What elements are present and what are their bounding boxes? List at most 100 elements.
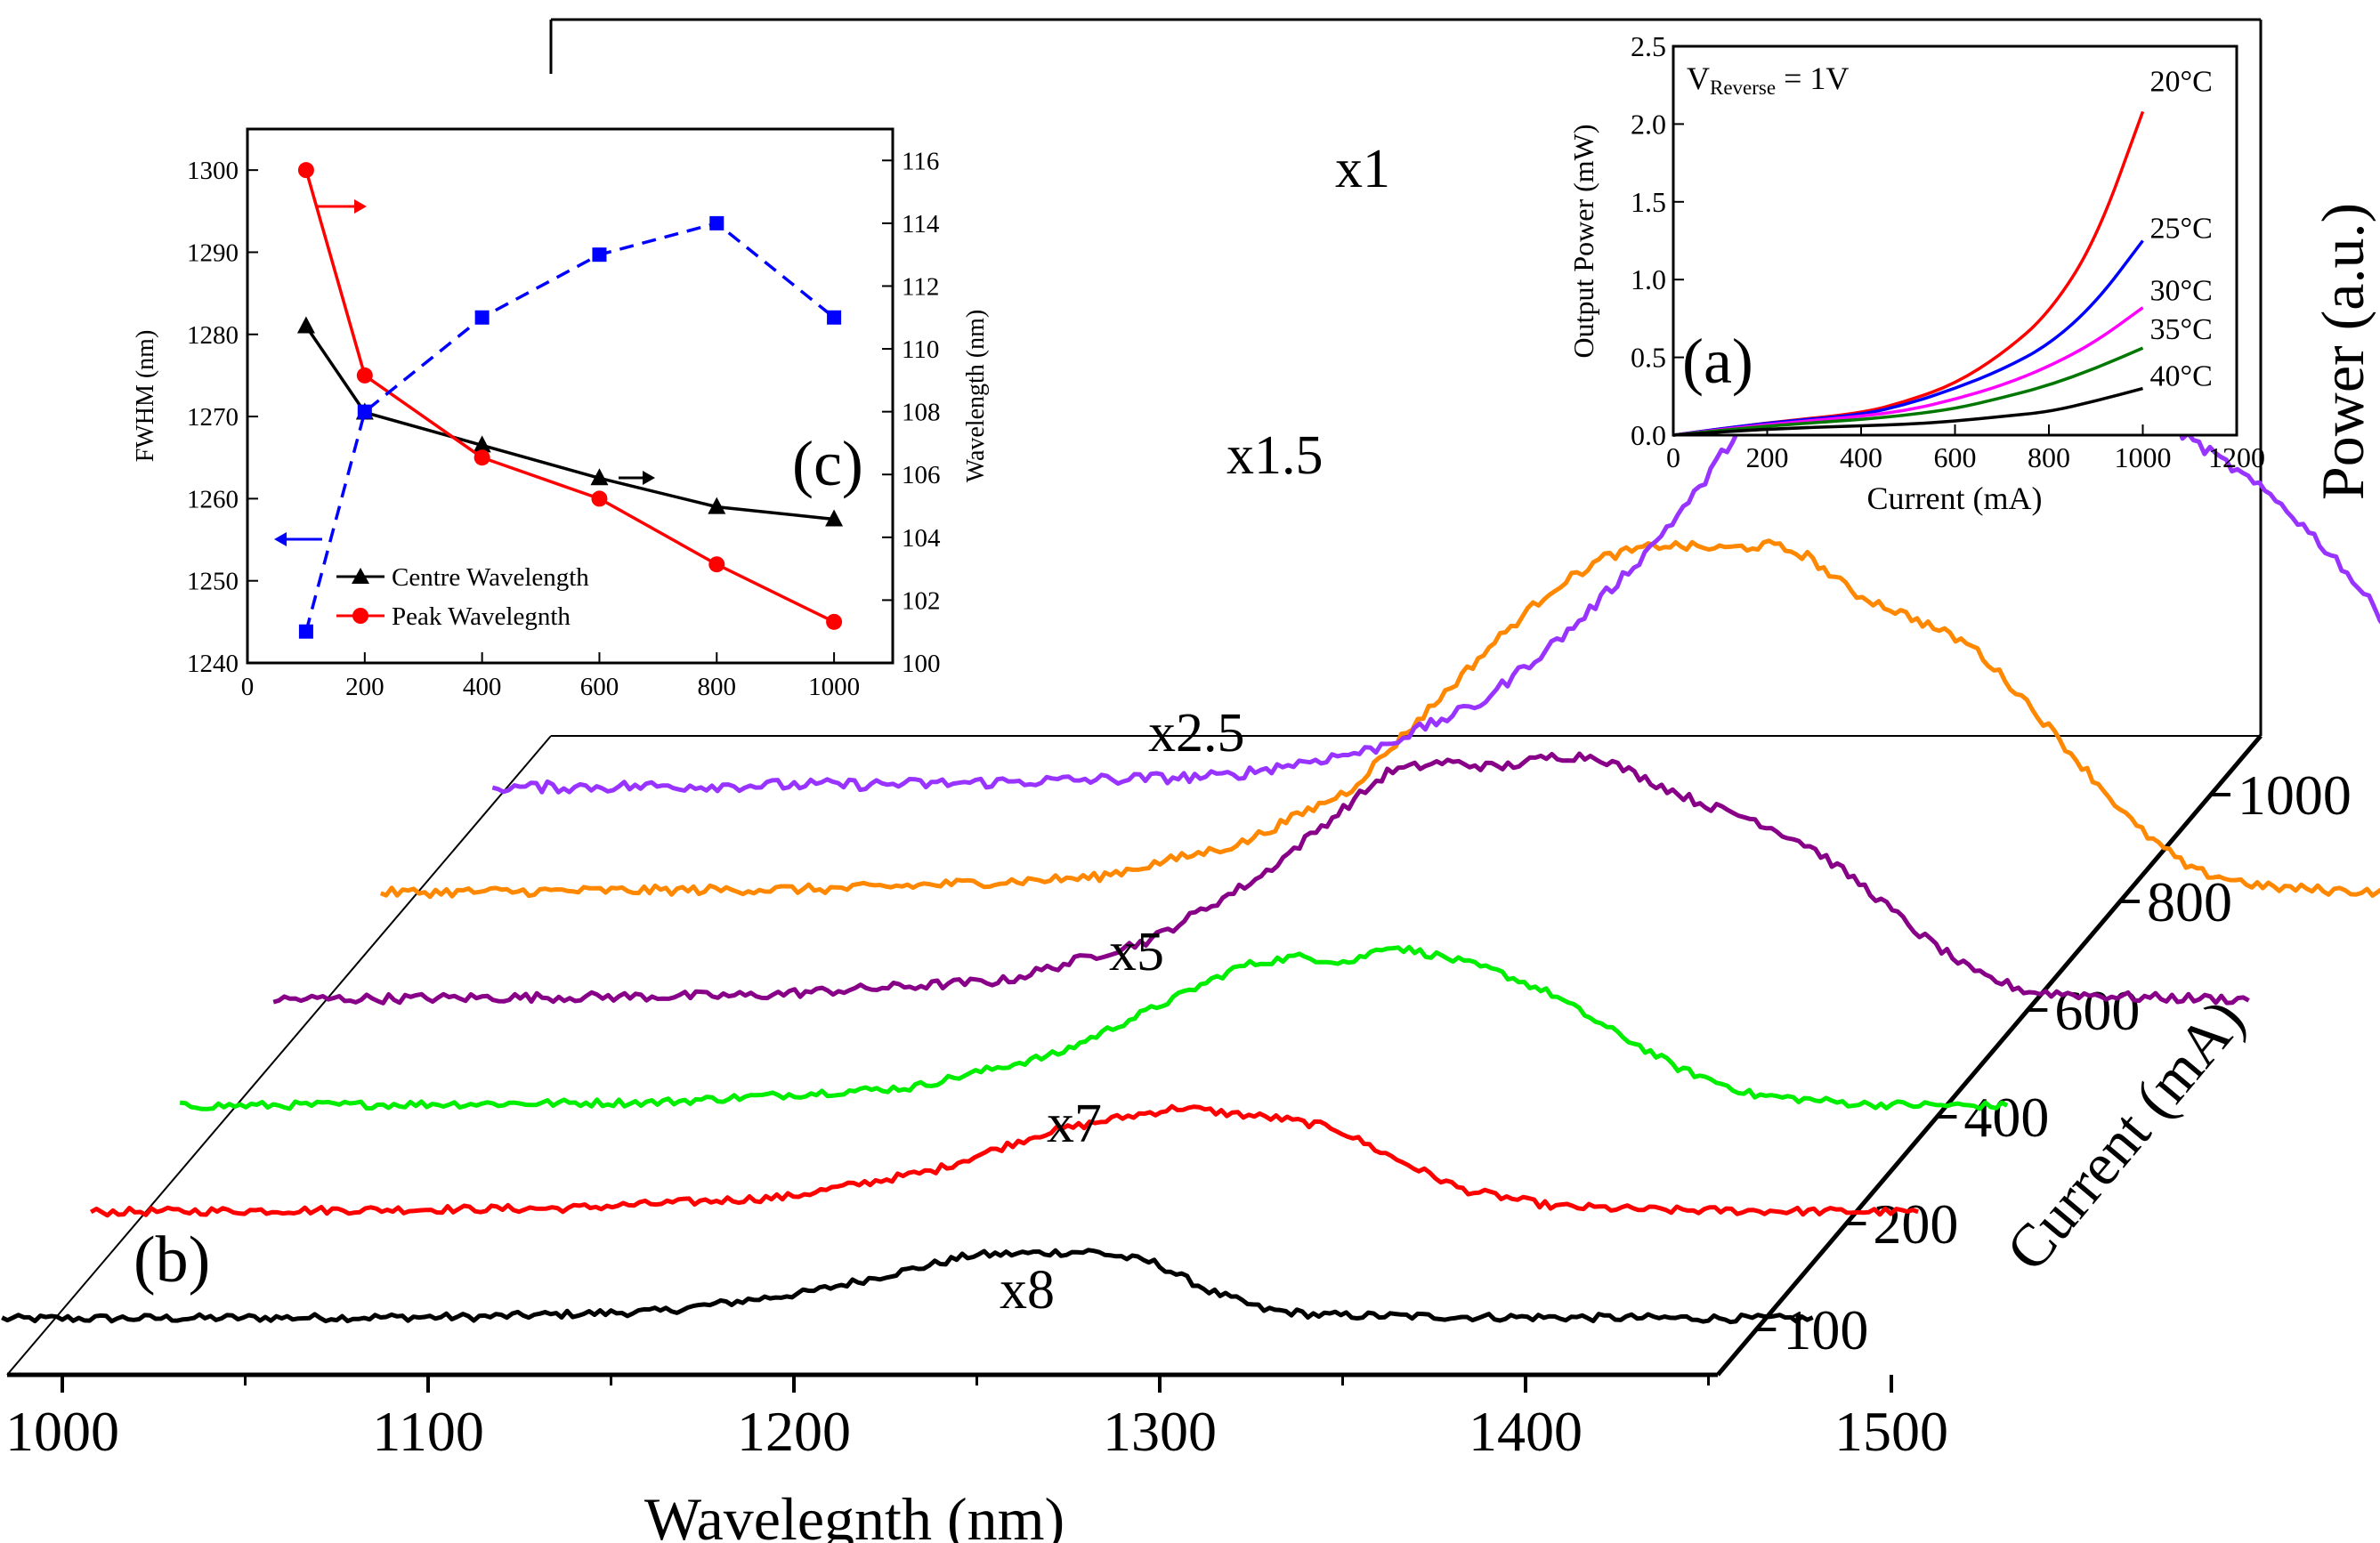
y-tick-label: 1280 xyxy=(187,321,239,350)
panel-label-c: (c) xyxy=(792,428,863,499)
panel-c-ylabel: FWHM (nm) xyxy=(132,330,159,463)
data-marker xyxy=(473,435,491,453)
panel-a-series xyxy=(1672,110,2145,437)
series-line xyxy=(304,325,835,521)
data-marker xyxy=(298,624,313,639)
arrow-head xyxy=(274,532,287,546)
wavelength-axis-ticks: 1000 1100 1200 1300 1400 1500 xyxy=(5,1375,1948,1463)
series-line xyxy=(1672,386,2143,437)
x-tick-label: 800 xyxy=(2028,441,2070,473)
axis-pointer-arrows xyxy=(274,199,655,546)
title-rest: = 1V xyxy=(1776,61,1849,96)
wavelength-axis-label: Wavelegnth (nm) xyxy=(644,1485,1065,1543)
z-tick-label: 400 xyxy=(1963,1086,2049,1149)
panel-a-ylabel: Output Power (mW) xyxy=(1567,124,1599,358)
data-marker xyxy=(590,468,609,486)
data-marker xyxy=(827,310,842,325)
x-tick-label: 1200 xyxy=(737,1400,851,1463)
title-main: V xyxy=(1687,61,1710,96)
floor-left-edge xyxy=(6,735,552,1376)
y2-tick-label: 106 xyxy=(902,461,941,489)
data-marker xyxy=(296,316,315,334)
y-tick-label: 1.0 xyxy=(1631,263,1666,295)
data-marker xyxy=(474,449,490,466)
multiplier-label: x7 xyxy=(1047,1094,1102,1154)
spectrum-200mA xyxy=(89,1103,1919,1218)
data-marker xyxy=(474,310,490,325)
y-tick-label: 0.0 xyxy=(1631,419,1666,451)
panel-a-series-labels: 20°C 25°C 30°C 35°C 40°C xyxy=(2150,65,2213,392)
data-marker xyxy=(826,613,843,630)
y2-tick-label: 104 xyxy=(902,524,941,553)
x-tick-label: 1200 xyxy=(2208,441,2265,473)
series-line xyxy=(304,221,836,633)
x-tick-label: 600 xyxy=(580,673,619,701)
x-tick-label: 0 xyxy=(241,673,255,701)
multiplier-label: x2.5 xyxy=(1148,703,1245,763)
y-tick-label: 1250 xyxy=(187,568,239,596)
x-tick-label: 400 xyxy=(463,673,502,701)
panel-a-ticks: 0 200 400 600 800 1000 1200 0.0 0.5 1.0 1.5 2.0 2.5 xyxy=(1631,30,2265,473)
legend-label: Peak Wavelegnth xyxy=(392,602,571,631)
panel-label-a: (a) xyxy=(1682,326,1753,397)
panel-c-ticks: 0 200 400 600 800 1000 1240 1250 1260 1270 1280 129… xyxy=(187,147,941,701)
series-line xyxy=(304,169,835,624)
series-label: 40°C xyxy=(2150,360,2213,393)
panel-b-frame xyxy=(6,18,2263,1377)
data-marker xyxy=(709,215,725,230)
arrow-head xyxy=(354,199,367,214)
current-axis-line xyxy=(1716,734,2263,1377)
series-label: 25°C xyxy=(2150,213,2213,246)
multiplier-label: x5 xyxy=(1109,922,1164,982)
arrow-head xyxy=(643,471,655,485)
legend-swatch-circle xyxy=(352,608,368,624)
legend-swatch-triangle xyxy=(352,568,369,584)
y2-tick-label: 102 xyxy=(902,586,941,615)
title-subscript: Reverse xyxy=(1710,77,1776,99)
z-tick-label: 800 xyxy=(2147,870,2232,933)
power-axis-label: Power (a.u.) xyxy=(2309,203,2376,500)
y2-tick-label: 100 xyxy=(902,650,941,678)
data-marker xyxy=(708,497,726,514)
data-marker xyxy=(591,490,608,507)
data-marker xyxy=(356,367,373,384)
x-tick-label: 1400 xyxy=(1469,1400,1583,1463)
y2-tick-label: 110 xyxy=(902,335,939,364)
x-tick-label: 200 xyxy=(1746,441,1789,473)
z-tick-label: 1000 xyxy=(2238,763,2352,827)
x-tick-label: 200 xyxy=(345,673,385,701)
y-tick-label: 1270 xyxy=(187,403,239,432)
series-label: 20°C xyxy=(2150,65,2213,98)
y2-tick-label: 114 xyxy=(902,210,940,238)
panel-c-legend: Centre Wavelength Peak Wavelegnth xyxy=(336,563,589,631)
x-tick-label: 1100 xyxy=(372,1400,484,1463)
panel-a-xlabel: Current (mA) xyxy=(1867,481,2043,516)
spectra-curves xyxy=(1,294,2380,1325)
y-tick-label: 0.5 xyxy=(1631,342,1666,374)
panel-a-title: VReverse = 1V xyxy=(1687,61,1849,99)
y-tick-label: 2.5 xyxy=(1631,30,1666,62)
multiplier-label: x1 xyxy=(1335,139,1390,199)
spectrum-600mA xyxy=(272,751,2250,1006)
series-label: 35°C xyxy=(2150,313,2213,346)
z-tick-label: 200 xyxy=(1873,1192,1958,1256)
data-marker xyxy=(357,404,372,419)
spectrum-100mA xyxy=(1,1248,1814,1325)
spectrum-1000mA xyxy=(491,294,2380,795)
y-tick-label: 1.5 xyxy=(1631,186,1666,218)
x-tick-label: 1000 xyxy=(2115,441,2172,473)
data-marker xyxy=(297,162,314,179)
panel-c: 0 200 400 600 800 1000 1240 1250 1260 1270 1280 129… xyxy=(132,127,990,701)
x-tick-label: 1300 xyxy=(1103,1400,1217,1463)
y2-tick-label: 112 xyxy=(902,272,939,301)
x-tick-label: 1000 xyxy=(808,673,860,701)
x-tick-label: 0 xyxy=(1666,441,1680,473)
y-tick-label: 2.0 xyxy=(1631,108,1666,140)
spectrum-400mA xyxy=(179,944,2009,1111)
data-marker xyxy=(708,556,725,573)
y-tick-label: 1290 xyxy=(187,238,239,267)
y2-tick-label: 116 xyxy=(902,147,939,175)
x-tick-label: 1500 xyxy=(1834,1400,1948,1463)
y-tick-label: 1260 xyxy=(187,485,239,513)
